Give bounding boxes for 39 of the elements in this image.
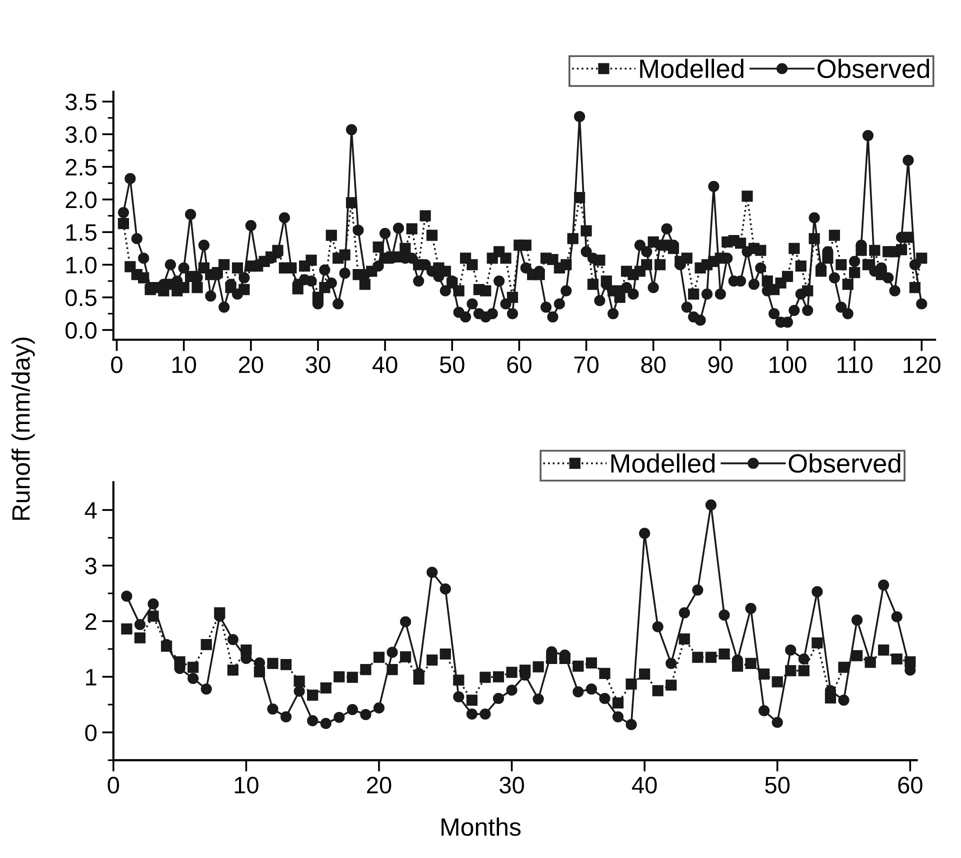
y-tick-label: 1: [86, 669, 96, 686]
x-tick-label: 40: [632, 776, 657, 794]
y-tick-label: 2.0: [66, 192, 97, 208]
x-tick-label: 120: [904, 356, 940, 374]
x-tick-label: 30: [500, 776, 524, 794]
x-tick-label: 90: [708, 356, 733, 374]
x-tick-label: 0: [111, 356, 122, 374]
legend-label: Modelled: [640, 58, 744, 78]
x-tick-label: 0: [108, 776, 120, 794]
y-tick-label: 3.0: [66, 126, 97, 144]
y-tick-label: 3: [85, 558, 96, 574]
y-tick-label: 2: [85, 613, 96, 630]
x-tick-label: 10: [234, 776, 258, 794]
x-tick-label: 10: [172, 356, 196, 374]
x-tick-label: 60: [507, 356, 532, 374]
y-tick-label: 1.0: [66, 256, 97, 274]
y-tick-label: 1.5: [66, 224, 96, 241]
x-tick-label: 100: [770, 356, 806, 374]
y-axis-title: Runoff (mm/day): [12, 338, 35, 520]
x-tick-label: 40: [372, 356, 398, 374]
legend-label: Modelled: [611, 453, 715, 473]
x-tick-label: 20: [367, 776, 392, 794]
x-tick-label: 20: [238, 356, 264, 374]
x-tick-label: 110: [838, 356, 872, 374]
y-tick-label: 2.5: [66, 158, 96, 176]
legend-label: Observed: [788, 453, 900, 473]
x-tick-label: 80: [641, 356, 666, 374]
x-tick-label: 30: [306, 356, 330, 374]
y-tick-label: 4: [84, 502, 97, 519]
x-tick-label: 60: [898, 776, 922, 794]
y-tick-label: 3.5: [66, 94, 96, 110]
x-tick-label: 50: [765, 776, 790, 794]
y-tick-label: 0.0: [66, 322, 97, 339]
x-tick-label: 70: [574, 356, 598, 374]
y-tick-label: 0.5: [66, 289, 96, 306]
legend-label: Observed: [818, 58, 930, 78]
y-tick-label: 0: [85, 724, 97, 742]
x-tick-label: 50: [440, 356, 464, 374]
x-axis-title: Months: [442, 818, 521, 836]
